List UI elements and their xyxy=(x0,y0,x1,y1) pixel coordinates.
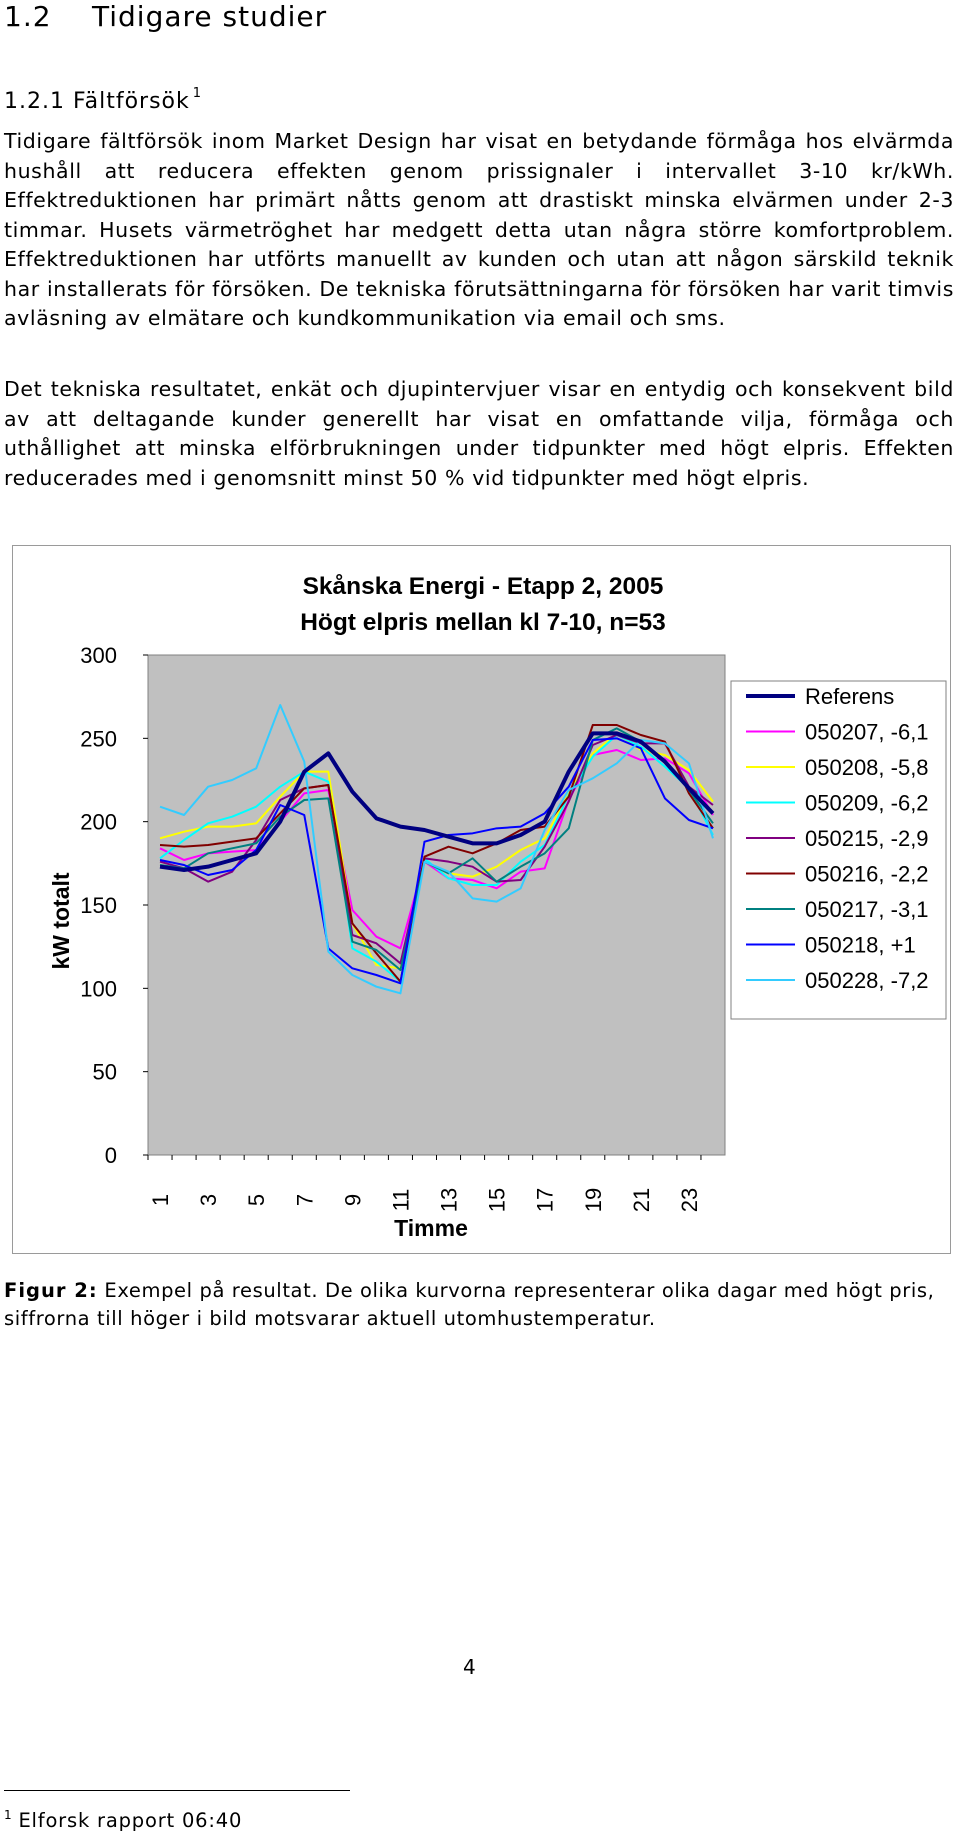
subsection-number: 1.2.1 xyxy=(4,89,65,114)
x-tick-label: 17 xyxy=(533,1188,558,1212)
y-tick-label: 200 xyxy=(80,810,117,835)
x-axis-label: Timme xyxy=(394,1215,468,1241)
figure-caption-label: Figur 2: xyxy=(4,1279,98,1302)
y-tick-label: 100 xyxy=(80,976,117,1001)
footnote-number: 1 xyxy=(4,1808,13,1822)
chart-legend: Referens 050207, -6,1 050208, -5,8 050209, … xyxy=(730,680,947,1020)
y-tick-label: 0 xyxy=(105,1143,117,1168)
paragraph-2: Det tekniska resultatet, enkät och djupi… xyxy=(4,377,954,490)
page-number: 4 xyxy=(463,1655,476,1679)
x-tick-label: 5 xyxy=(244,1194,269,1206)
figure-chart-frame: Skånska Energi - Etapp 2, 2005 Högt elpr… xyxy=(12,545,951,1254)
line-chart: Skånska Energi - Etapp 2, 2005 Högt elpr… xyxy=(48,573,947,1241)
x-tick-label: 3 xyxy=(196,1194,221,1206)
paragraph-1: Tidigare fältförsök inom Market Design h… xyxy=(4,129,954,330)
legend-label: 050208, -5,8 xyxy=(805,755,929,780)
y-tick-label: 50 xyxy=(93,1060,117,1085)
subsection-title: Fältförsök xyxy=(72,89,190,114)
chart-subtitle: Högt elpris mellan kl 7-10, n=53 xyxy=(300,609,666,636)
x-tick-label: 13 xyxy=(437,1188,462,1212)
section-heading: 1.2 Tidigare studier xyxy=(4,0,327,33)
x-tick-label: 19 xyxy=(581,1188,606,1212)
y-tick-label: 150 xyxy=(80,893,117,918)
y-axis-label: kW totalt xyxy=(48,872,74,969)
y-axis: 0 50 100 150 200 250 300 xyxy=(80,643,148,1168)
footnote-reference[interactable]: 1 xyxy=(192,86,203,101)
x-tick-label: 1 xyxy=(148,1194,173,1206)
series-line-referens xyxy=(159,731,715,872)
figure-caption-text: Exempel på resultat. De olika kurvorna r… xyxy=(4,1279,935,1330)
x-tick-label: 11 xyxy=(388,1189,413,1212)
x-tick-label: 9 xyxy=(340,1194,365,1206)
x-tick-label: 15 xyxy=(485,1188,510,1212)
y-tick-label: 300 xyxy=(80,643,117,668)
footnote: 1 Elforsk rapport 06:40 xyxy=(4,1808,242,1832)
legend-label: 050228, -7,2 xyxy=(805,968,929,993)
legend-label: 050215, -2,9 xyxy=(805,826,929,851)
legend-label: 050209, -6,2 xyxy=(805,791,929,816)
x-axis: 1 3 5 7 9 11 13 15 17 19 21 23 xyxy=(147,1155,702,1212)
legend-label: Referens xyxy=(805,684,894,709)
subsection-heading: 1.2.1 Fältförsök 1 xyxy=(4,86,202,114)
x-tick-label: 23 xyxy=(677,1188,702,1212)
chart-title: Skånska Energi - Etapp 2, 2005 xyxy=(303,573,664,600)
series-line-050207-6-1 xyxy=(159,749,714,950)
legend-label: 050217, -3,1 xyxy=(805,897,929,922)
x-tick-label: 21 xyxy=(629,1188,654,1212)
y-tick-label: 250 xyxy=(80,726,117,751)
legend-label: 050207, -6,1 xyxy=(805,720,929,745)
legend-label: 050216, -2,2 xyxy=(805,862,929,887)
x-tick-label: 7 xyxy=(292,1194,317,1206)
series-line-050228-7-2 xyxy=(159,704,714,995)
footnote-text: Elforsk rapport 06:40 xyxy=(18,1809,243,1832)
footnote-separator xyxy=(4,1790,350,1791)
legend-label: 050218, +1 xyxy=(805,933,916,958)
legend-box xyxy=(730,680,947,1020)
series-line-050216-2-2 xyxy=(159,724,714,983)
section-number: 1.2 xyxy=(4,0,52,33)
series-lines xyxy=(159,704,715,995)
figure-caption: Figur 2: Exempel på resultat. De olika k… xyxy=(4,1277,954,1333)
section-title: Tidigare studier xyxy=(92,0,328,33)
plot-area xyxy=(147,654,726,1156)
